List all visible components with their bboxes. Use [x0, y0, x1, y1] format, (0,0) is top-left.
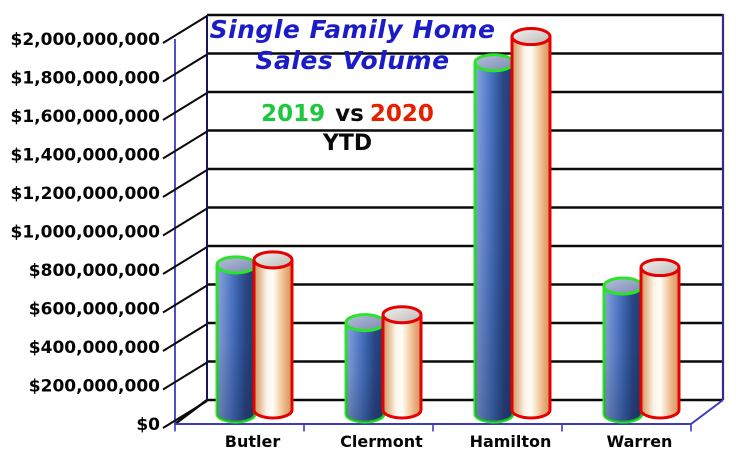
y-tick-mark: [162, 207, 208, 237]
y-tick-mark: [162, 400, 208, 429]
y-tick-mark: [162, 361, 208, 391]
y-axis-label: $2,000,000,000: [11, 30, 161, 50]
bar-2020-butler: [252, 258, 294, 420]
bar-shading: [217, 264, 255, 422]
bar-top-2019-warren: [602, 276, 644, 296]
x-axis-label: Warren: [607, 432, 673, 451]
x-axis-label: Hamilton: [470, 432, 552, 451]
bar-top-2019-butler: [215, 255, 257, 275]
y-tick-mark: [162, 246, 208, 275]
y-axis-label: $1,600,000,000: [11, 107, 161, 127]
y-axis-label: $0: [136, 415, 160, 435]
bar-shading: [604, 285, 642, 422]
y-tick-mark: [162, 92, 208, 121]
bar-2020-warren: [639, 266, 681, 420]
y-tick-mark: [162, 15, 208, 44]
y-axis-label: $1,200,000,000: [11, 184, 161, 204]
bar-top-2020-hamilton: [510, 27, 552, 47]
y-axis-label: $200,000,000: [29, 377, 160, 397]
bar-2020-hamilton: [510, 35, 552, 420]
bar-top-2019-hamilton: [473, 53, 515, 73]
y-axis-label: $800,000,000: [29, 261, 160, 281]
floor-right-edge: [690, 399, 724, 425]
bar-shading: [475, 62, 513, 422]
y-tick-mark: [162, 323, 208, 352]
bar-top-2020-butler: [252, 250, 294, 270]
x-axis-label: Clermont: [340, 432, 423, 451]
bar-top-2019-clermont: [344, 313, 386, 333]
y-tick-mark: [162, 130, 208, 160]
x-axis-label: Butler: [225, 432, 281, 451]
y-tick-mark: [162, 284, 208, 314]
bar-shading: [346, 322, 384, 422]
y-axis-label: $600,000,000: [29, 300, 160, 320]
bar-top-2020-warren: [639, 258, 681, 278]
y-tick-mark: [162, 53, 208, 83]
chart-floor: [175, 400, 723, 424]
y-axis-label: $1,800,000,000: [11, 69, 161, 89]
y-tick-mark: [162, 169, 208, 198]
bar-2020-clermont: [381, 313, 423, 420]
y-axis-label: $1,400,000,000: [11, 146, 161, 166]
bar-top-2020-clermont: [381, 305, 423, 325]
y-axis-label: $400,000,000: [29, 338, 160, 358]
y-axis-label: $1,000,000,000: [11, 223, 161, 243]
